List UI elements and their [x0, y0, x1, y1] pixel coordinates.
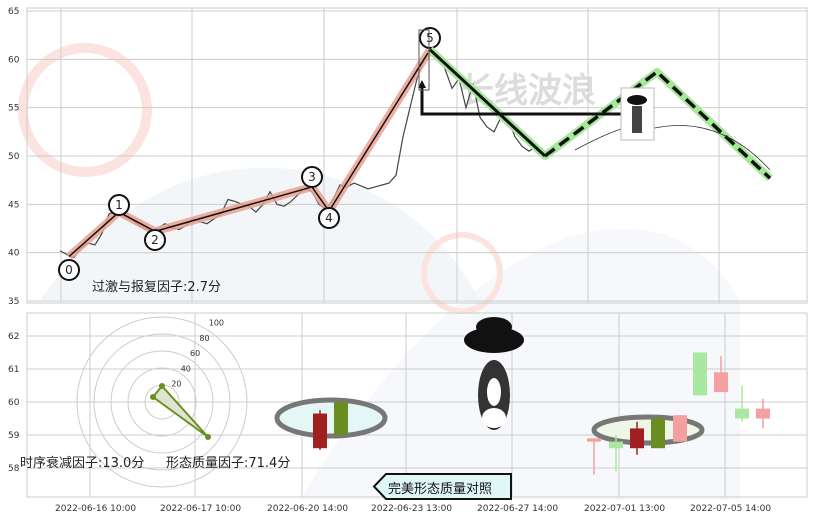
- candle: [587, 438, 601, 442]
- x-tick-label: 2022-07-05 14:00: [690, 504, 771, 514]
- highlight-ellipse: [274, 397, 388, 439]
- shape-factor-label: 形态质量因子:71.4分: [166, 456, 291, 471]
- y-tick-label: 58: [8, 464, 20, 474]
- dog-face-icon: [487, 378, 501, 406]
- x-tick-label: 2022-06-16 10:00: [55, 504, 136, 514]
- watermark-logo: [18, 43, 152, 177]
- candle: [756, 408, 770, 419]
- x-tick-label: 2022-06-27 14:00: [477, 504, 558, 514]
- radar-ring: [127, 367, 197, 437]
- x-tick-label: 2022-07-01 13:00: [584, 504, 665, 514]
- wave-point-label: 5: [426, 31, 434, 45]
- radar-ring-label: 20: [171, 380, 181, 389]
- wave-point-label: 0: [65, 263, 73, 277]
- wave-point-label: 1: [115, 198, 123, 212]
- y-tick-label: 55: [8, 104, 19, 114]
- y-tick-label: 60: [8, 55, 20, 65]
- wave-point-label: 3: [308, 170, 316, 184]
- overshoot-factor-label: 过激与报复因子:2.7分: [92, 280, 222, 295]
- radar-shape: [151, 384, 209, 438]
- y-tick-label: 60: [8, 398, 20, 408]
- projection-line: [428, 48, 547, 158]
- y-tick-label: 65: [8, 7, 19, 17]
- wave-point-label: 2: [151, 233, 159, 247]
- watermark-wave: [40, 167, 480, 300]
- y-tick-label: 59: [8, 431, 20, 441]
- y-tick-label: 45: [8, 200, 19, 210]
- candle: [609, 441, 623, 449]
- y-tick-label: 61: [8, 365, 19, 375]
- radar-ring-label: 100: [209, 319, 224, 328]
- hat-icon: [464, 327, 524, 353]
- x-tick-label: 2022-06-20 14:00: [267, 504, 348, 514]
- wave-point-marker: [419, 27, 441, 49]
- left-arrow-icon: [372, 473, 512, 500]
- wave-point-label: 4: [325, 211, 333, 225]
- wave-line: [68, 49, 431, 258]
- reference-candle: [313, 413, 327, 449]
- candle: [693, 352, 707, 396]
- candle: [630, 428, 644, 449]
- radar-ring: [110, 350, 214, 454]
- peak-box: [418, 29, 430, 91]
- candle-panel: 62 61 60 59 58 2022-06-16 10:00 2022-06-17 10:…: [8, 312, 808, 514]
- radar-ring-label: 80: [199, 334, 209, 343]
- wave-point-marker: [108, 194, 130, 216]
- watermark-text: 长线波浪: [460, 71, 596, 111]
- radar-point: [150, 394, 156, 400]
- wave-point-marker: [58, 259, 80, 281]
- y-tick-label: 40: [8, 249, 20, 259]
- x-tick-label: 2022-06-17 10:00: [160, 504, 241, 514]
- wave-point-marker: [144, 229, 166, 251]
- reference-candle: [334, 402, 348, 435]
- projection-dashed-line: [543, 69, 772, 180]
- wave-point-marker: [301, 166, 323, 188]
- decay-factor-label: 时序衰减因子:13.0分: [20, 456, 145, 471]
- hat-icon: [476, 317, 512, 337]
- target-arrow: [420, 88, 625, 116]
- candle: [714, 372, 728, 393]
- candle: [673, 415, 687, 442]
- radar-ring-label: 60: [190, 349, 200, 358]
- candle: [735, 408, 749, 419]
- x-tick-label: 2022-06-23 13:00: [371, 504, 452, 514]
- watermark-seal: [421, 232, 503, 314]
- perfect-shape-compare-button[interactable]: 完美形态质量对照: [372, 473, 512, 500]
- dog-chest-icon: [482, 408, 506, 428]
- y-tick-label: 50: [8, 152, 20, 162]
- dog-body-icon: [632, 106, 642, 133]
- arrow-head-icon: [418, 80, 426, 88]
- radar-point: [205, 434, 211, 440]
- radar-point: [159, 383, 165, 389]
- compare-button-label: 完美形态质量对照: [388, 482, 493, 497]
- y-tick-label: 35: [8, 297, 19, 307]
- y-tick-label: 62: [8, 332, 19, 342]
- radar-ring: [76, 316, 248, 488]
- candle: [651, 418, 665, 449]
- wave-point-marker: [318, 207, 340, 229]
- hat-icon: [627, 95, 647, 105]
- radar-ring-label: 40: [181, 364, 191, 373]
- radar-ring: [93, 333, 231, 471]
